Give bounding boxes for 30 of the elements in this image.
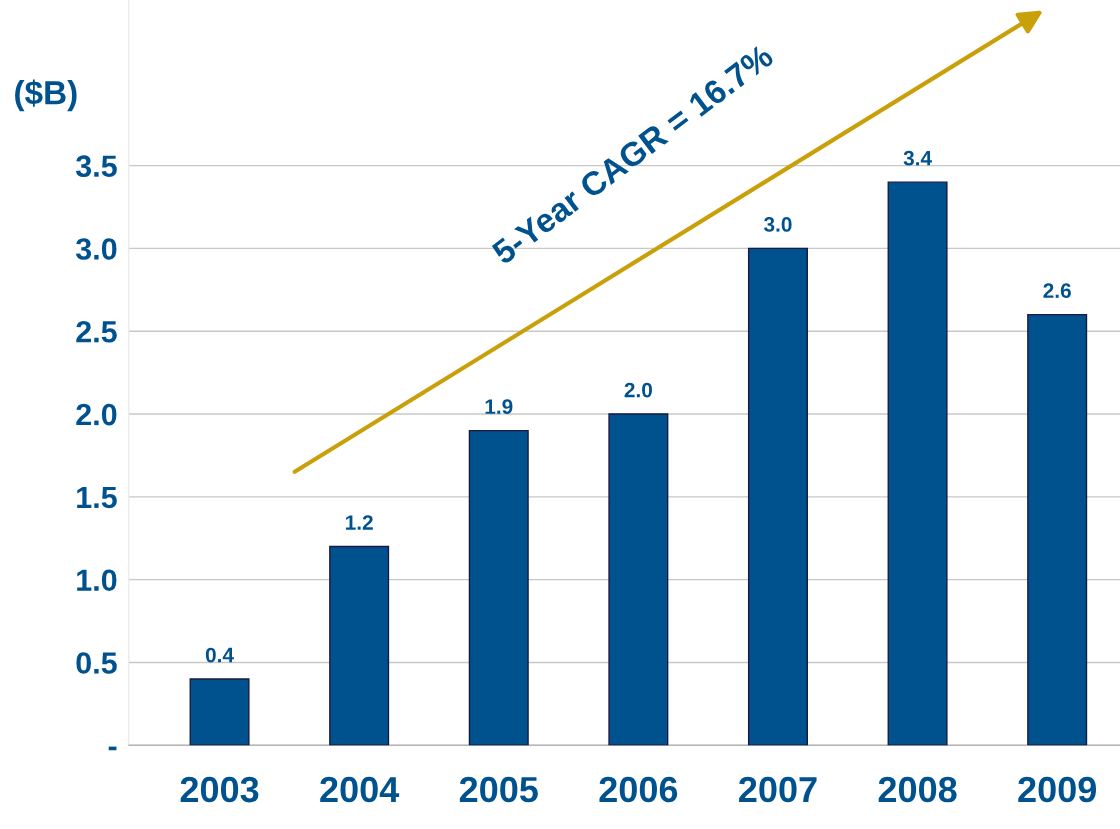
y-tick-label: 1.5 [77, 486, 117, 509]
bar [189, 678, 250, 746]
x-tick-label: 2005 [459, 776, 538, 803]
data-label: 3.0 [763, 217, 792, 232]
data-label: 3.4 [903, 150, 932, 166]
bar [468, 429, 529, 746]
bar [608, 413, 669, 746]
data-label: 1.2 [345, 515, 373, 530]
y-tick-label: - [108, 746, 117, 751]
x-tick-label: 2006 [599, 776, 678, 803]
y-tick-label: 3.0 [75, 238, 117, 260]
y-tick-label: 2.5 [76, 320, 117, 343]
data-label: 0.4 [205, 647, 234, 663]
x-tick-label: 2003 [180, 776, 259, 803]
bar [329, 545, 390, 746]
bar [887, 181, 948, 746]
bar [1027, 313, 1088, 746]
data-label: 2.0 [624, 382, 652, 398]
data-label: 1.9 [485, 399, 513, 414]
x-tick-label: 2009 [1018, 776, 1097, 803]
x-tick-label: 2004 [320, 776, 400, 803]
x-tick-label: 2007 [739, 776, 817, 803]
x-tick-label: 2008 [878, 776, 957, 803]
y-axis-title: ($B) [15, 79, 77, 112]
y-tick-label: 2.0 [76, 403, 117, 426]
y-tick-label: 3.5 [75, 155, 117, 178]
y-tick-label: 1.0 [77, 569, 117, 592]
y-tick-label: 0.5 [76, 652, 117, 674]
bar [747, 247, 808, 746]
data-label: 2.6 [1043, 283, 1071, 299]
